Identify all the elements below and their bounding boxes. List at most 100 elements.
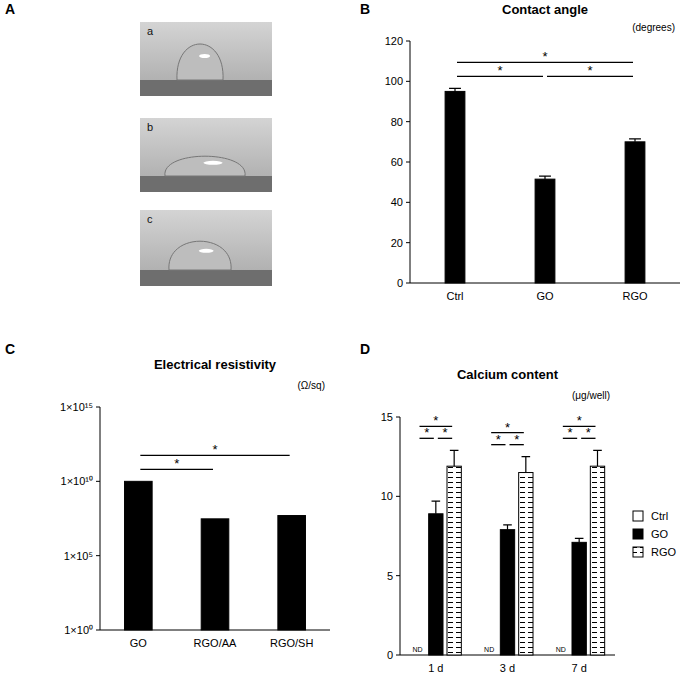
x-tick-label: GO <box>130 637 148 649</box>
chart: CElectrical resistivity(Ω/sq)1×10⁰1×10⁵1… <box>5 341 330 649</box>
bar <box>445 91 465 283</box>
legend-label: Ctrl <box>651 510 668 522</box>
surface <box>140 176 272 192</box>
highlight <box>203 161 222 165</box>
error-bar <box>629 139 641 142</box>
bar <box>447 466 461 655</box>
y-tick-label: 40 <box>391 196 403 208</box>
error-bar <box>503 525 512 530</box>
y-tick <box>406 121 410 122</box>
significance-label: * <box>587 63 592 78</box>
significance-label: * <box>542 49 547 64</box>
x-tick-label: Ctrl <box>446 290 463 302</box>
title: Calcium content <box>457 367 559 382</box>
chart: D Calcium content (μg/well) 0 5 10 15 ND ND ND 1 d… <box>360 341 677 674</box>
panel-label: C <box>5 341 15 357</box>
photo-label: c <box>147 213 153 225</box>
bar <box>590 466 604 655</box>
y-tick-label: 1×10¹⁰ <box>61 475 93 487</box>
significance-label: * <box>567 425 572 440</box>
x-tick-label: RGO/AA <box>194 637 237 649</box>
photo-label: b <box>147 121 153 133</box>
y-tick-label: 80 <box>391 116 403 128</box>
y-axis <box>400 417 401 655</box>
panel-label: B <box>360 1 370 17</box>
significance-label: * <box>496 432 501 447</box>
y-tick <box>96 630 100 631</box>
y-tick <box>406 41 410 42</box>
y-tick <box>406 162 410 163</box>
y-label: (degrees) <box>632 22 675 33</box>
x-tick-label: RGO/SH <box>270 637 313 649</box>
y-tick-label: 10 <box>381 490 393 502</box>
photo-bg <box>140 118 272 192</box>
significance-label: * <box>442 425 447 440</box>
y-tick-label: 120 <box>385 35 403 47</box>
panel-label: D <box>360 341 370 357</box>
figure: AabcBContact angle(degrees)0204060801001… <box>0 0 700 684</box>
y-tick <box>406 81 410 82</box>
y-tick-label: 1×10¹⁵ <box>60 401 93 413</box>
bar <box>554 655 568 656</box>
highlight <box>199 249 214 253</box>
value-label: ND <box>484 646 494 653</box>
value-label: ND <box>412 646 422 653</box>
significance-label: * <box>174 456 179 471</box>
y-axis <box>100 407 101 630</box>
significance-label: * <box>433 413 438 428</box>
bar <box>572 542 586 655</box>
legend-label: RGO <box>651 546 677 558</box>
photo: c <box>140 210 272 286</box>
photo: a <box>140 22 272 96</box>
droplet <box>177 44 223 80</box>
bar <box>500 530 514 655</box>
bar <box>125 481 153 630</box>
droplet <box>169 241 231 270</box>
y-tick-label: 1×10⁵ <box>64 550 93 562</box>
y-tick <box>96 481 100 482</box>
y-tick <box>396 417 400 418</box>
marks <box>429 450 605 655</box>
y-tick <box>396 655 400 656</box>
y-tick-label: 0 <box>387 649 393 661</box>
significance-label: * <box>497 63 502 78</box>
chart: BContact angle(degrees)020406080100120Ct… <box>360 1 680 302</box>
value-label: ND <box>556 646 566 653</box>
error-bar <box>539 176 551 179</box>
panel-label: A <box>5 1 15 17</box>
significance-label: * <box>514 432 519 447</box>
significance-label: * <box>212 442 217 457</box>
y-tick <box>406 283 410 284</box>
error-bar <box>522 457 531 473</box>
y-tick-label: 5 <box>387 570 393 582</box>
marks <box>445 88 645 283</box>
marks <box>125 481 306 630</box>
legend-swatch <box>633 547 643 557</box>
y-tick <box>396 575 400 576</box>
y-tick-label: 60 <box>391 156 403 168</box>
bar <box>482 655 496 656</box>
surface <box>140 80 272 96</box>
y-tick-label: 15 <box>381 411 393 423</box>
y-tick <box>406 202 410 203</box>
y-tick-label: 20 <box>391 237 403 249</box>
y-label: (μg/well) <box>572 390 610 401</box>
y-tick-label: 1×10⁰ <box>64 624 93 636</box>
error-bar <box>432 501 441 514</box>
photo-bg <box>140 22 272 96</box>
significance-label: * <box>586 425 591 440</box>
error-bar <box>593 450 602 466</box>
surface <box>140 270 272 286</box>
x-tick-label: GO <box>536 290 554 302</box>
bar <box>535 179 555 283</box>
title: Electrical resistivity <box>154 357 277 372</box>
photo: b <box>140 118 272 192</box>
error-bar <box>575 538 584 542</box>
error-bar <box>449 88 461 91</box>
photo-bg <box>140 210 272 286</box>
x-tick-label: RGO <box>622 290 648 302</box>
x-tick-label: 7 d <box>572 662 587 674</box>
x-tick-label: 1 d <box>428 662 443 674</box>
legend-swatch <box>633 529 643 539</box>
highlight <box>199 54 210 58</box>
